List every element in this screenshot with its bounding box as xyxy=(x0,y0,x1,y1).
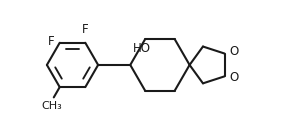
Text: O: O xyxy=(229,45,238,59)
Text: CH₃: CH₃ xyxy=(42,101,63,111)
Text: HO: HO xyxy=(133,42,151,55)
Text: F: F xyxy=(82,23,89,36)
Text: F: F xyxy=(47,35,54,48)
Text: O: O xyxy=(229,71,238,84)
